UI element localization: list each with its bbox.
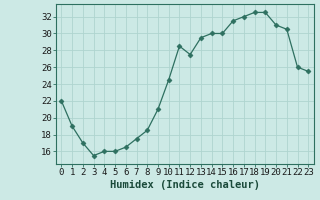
X-axis label: Humidex (Indice chaleur): Humidex (Indice chaleur) [110,180,260,190]
